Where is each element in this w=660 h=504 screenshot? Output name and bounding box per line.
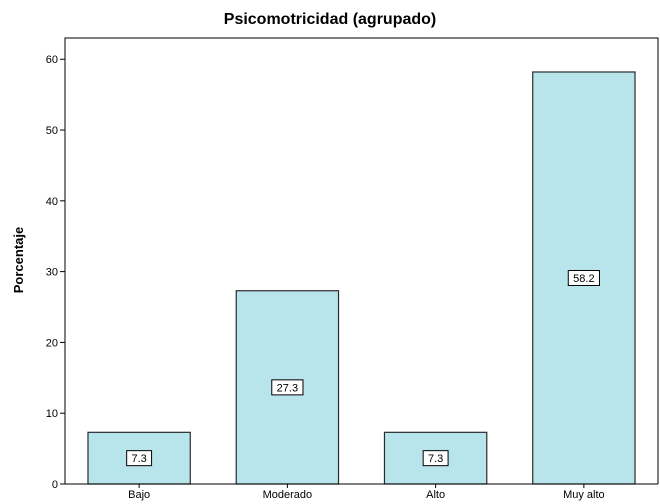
data-label: 7.3 (428, 453, 443, 465)
y-tick-label: 20 (46, 337, 58, 349)
chart-title: Psicomotricidad (agrupado) (223, 11, 437, 28)
y-tick-label: 50 (46, 125, 58, 137)
data-label: 7.3 (131, 453, 146, 465)
data-label-box (422, 450, 449, 467)
y-tick-label: 10 (46, 408, 58, 420)
plot-frame (64, 37, 659, 484)
y-tick-label: 30 (46, 267, 58, 279)
x-tick-label: Muy alto (563, 489, 605, 501)
data-label-box (126, 450, 153, 467)
y-tick-label: 0 (52, 479, 58, 491)
data-label-box (271, 379, 304, 396)
x-tick-label: Alto (426, 489, 445, 501)
data-label-box (567, 269, 600, 286)
data-label: 27.3 (277, 382, 298, 394)
x-tick-label: Moderado (263, 489, 313, 501)
data-label: 58.2 (573, 273, 594, 285)
y-tick-label: 40 (46, 196, 58, 208)
x-tick-label: Bajo (128, 489, 150, 501)
y-axis-label: Porcentaje (11, 227, 26, 293)
y-tick-label: 60 (46, 54, 58, 66)
